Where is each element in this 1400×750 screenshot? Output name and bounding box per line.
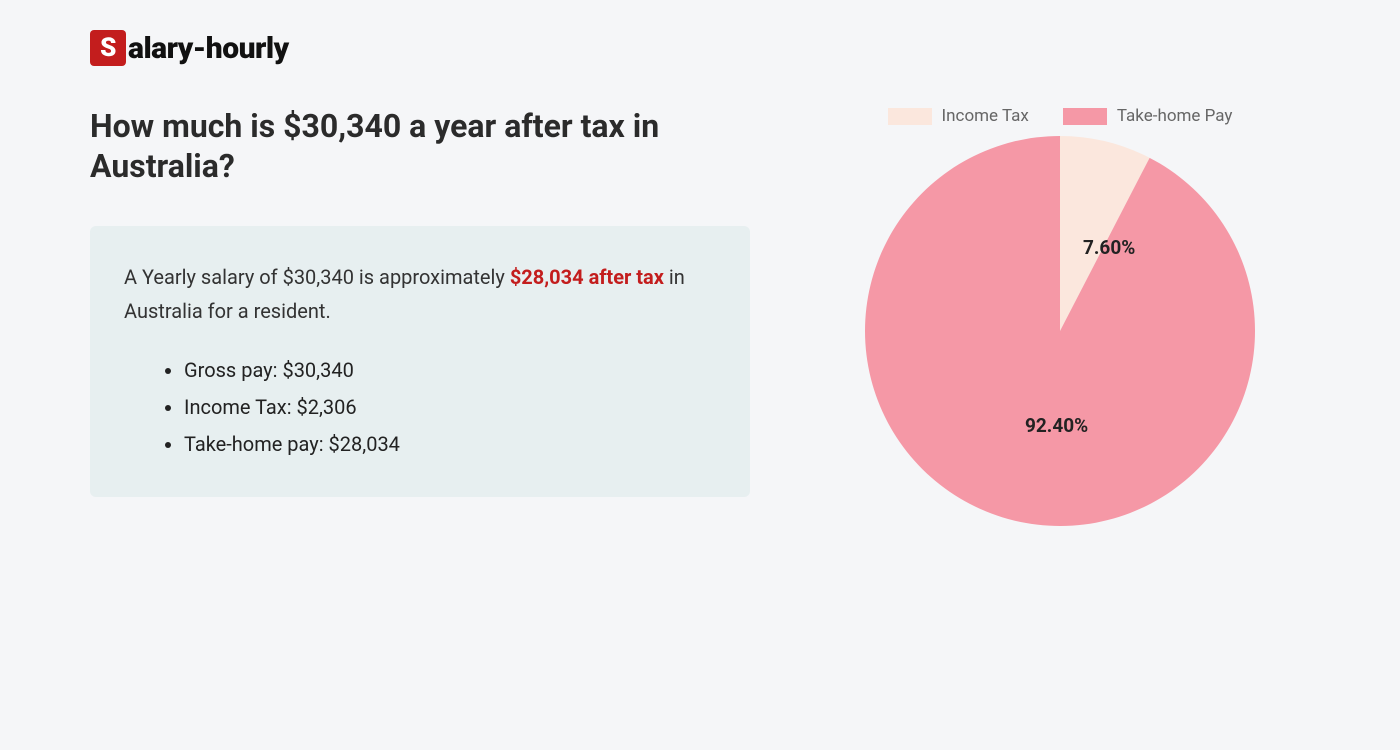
legend-label: Income Tax	[942, 106, 1029, 126]
summary-highlight: $28,034 after tax	[510, 265, 664, 289]
list-item: Gross pay: $30,340	[184, 352, 716, 389]
legend-label: Take-home Pay	[1117, 106, 1233, 126]
legend-swatch	[888, 108, 932, 125]
logo-text: alary-hourly	[128, 31, 289, 66]
left-column: How much is $30,340 a year after tax in …	[90, 106, 750, 526]
list-item: Income Tax: $2,306	[184, 389, 716, 426]
pie-slice-label-income-tax: 7.60%	[1083, 236, 1135, 259]
legend-item-income-tax: Income Tax	[888, 106, 1029, 126]
legend-item-take-home: Take-home Pay	[1063, 106, 1233, 126]
pie-slice-label-take-home: 92.40%	[1025, 414, 1088, 437]
breakdown-list: Gross pay: $30,340 Income Tax: $2,306 Ta…	[124, 352, 716, 463]
summary-pre: A Yearly salary of $30,340 is approximat…	[124, 265, 510, 289]
chart-legend: Income Tax Take-home Pay	[888, 106, 1233, 126]
pie-chart: 7.60% 92.40%	[865, 136, 1255, 526]
list-item: Take-home pay: $28,034	[184, 426, 716, 463]
summary-box: A Yearly salary of $30,340 is approximat…	[90, 226, 750, 497]
logo-initial-box: S	[90, 30, 126, 66]
right-column: Income Tax Take-home Pay 7.60% 92.40%	[810, 106, 1310, 526]
content-row: How much is $30,340 a year after tax in …	[90, 106, 1310, 526]
page-title: How much is $30,340 a year after tax in …	[90, 106, 750, 186]
summary-text: A Yearly salary of $30,340 is approximat…	[124, 260, 716, 328]
page-root: Salary-hourly How much is $30,340 a year…	[0, 0, 1400, 556]
legend-swatch	[1063, 108, 1107, 125]
pie-svg	[865, 136, 1255, 526]
logo: Salary-hourly	[90, 30, 1310, 66]
